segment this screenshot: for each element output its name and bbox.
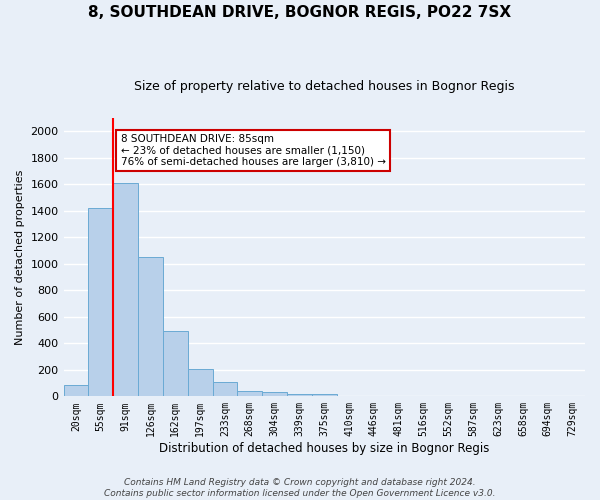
Bar <box>163 332 188 396</box>
Bar <box>138 257 163 396</box>
Bar <box>188 369 212 396</box>
Bar <box>287 394 312 396</box>
Bar <box>312 394 337 396</box>
Bar <box>113 183 138 396</box>
Bar <box>64 385 88 396</box>
Text: 8, SOUTHDEAN DRIVE, BOGNOR REGIS, PO22 7SX: 8, SOUTHDEAN DRIVE, BOGNOR REGIS, PO22 7… <box>88 5 512 20</box>
Title: Size of property relative to detached houses in Bognor Regis: Size of property relative to detached ho… <box>134 80 515 93</box>
Bar <box>88 208 113 396</box>
Bar <box>238 391 262 396</box>
X-axis label: Distribution of detached houses by size in Bognor Regis: Distribution of detached houses by size … <box>159 442 490 455</box>
Bar <box>212 382 238 396</box>
Text: 8 SOUTHDEAN DRIVE: 85sqm
← 23% of detached houses are smaller (1,150)
76% of sem: 8 SOUTHDEAN DRIVE: 85sqm ← 23% of detach… <box>121 134 386 167</box>
Y-axis label: Number of detached properties: Number of detached properties <box>15 170 25 344</box>
Text: Contains HM Land Registry data © Crown copyright and database right 2024.
Contai: Contains HM Land Registry data © Crown c… <box>104 478 496 498</box>
Bar <box>262 392 287 396</box>
